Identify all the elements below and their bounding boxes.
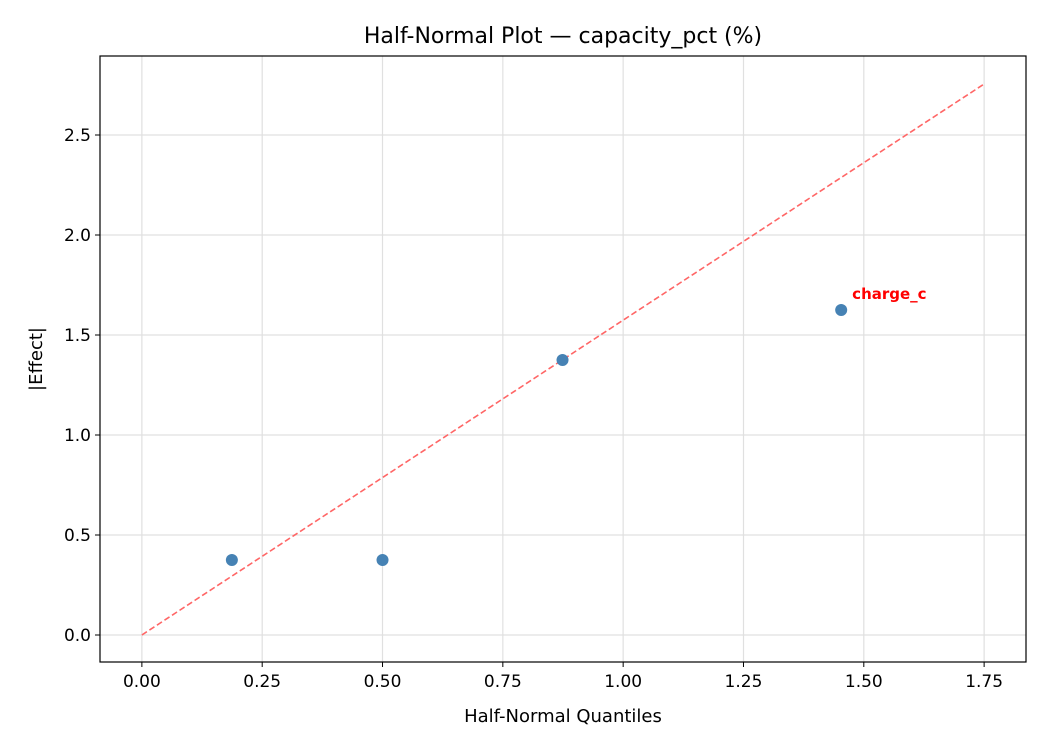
y-tick-label: 1.5 xyxy=(64,326,91,346)
x-tick-label: 1.50 xyxy=(845,672,883,692)
y-tick-label: 2.0 xyxy=(64,226,91,246)
data-point xyxy=(225,554,238,566)
reference-line xyxy=(141,83,985,636)
grid xyxy=(100,56,1026,662)
points-group: charge_c xyxy=(225,285,927,566)
x-tick-label: 0.50 xyxy=(364,672,402,692)
x-tick-label: 1.25 xyxy=(725,672,763,692)
y-tick-label: 0.5 xyxy=(64,526,91,546)
y-tick-label: 2.5 xyxy=(64,126,91,146)
chart-title: Half-Normal Plot — capacity_pct (%) xyxy=(364,24,762,49)
data-point xyxy=(376,554,389,566)
x-tick-label: 0.75 xyxy=(484,672,522,692)
y-tick-label: 1.0 xyxy=(64,426,91,446)
reference-line-group xyxy=(141,83,985,636)
data-point xyxy=(556,354,569,366)
x-axis: 0.00 0.25 0.50 0.75 1.00 1.25 1.50 1.75 xyxy=(123,662,1003,692)
y-axis-label: |Effect| xyxy=(26,327,47,391)
x-axis-label: Half-Normal Quantiles xyxy=(464,706,662,727)
y-axis: 0.0 0.5 1.0 1.5 2.0 2.5 xyxy=(64,126,100,646)
x-tick-label: 1.75 xyxy=(965,672,1003,692)
y-tick-label: 0.0 xyxy=(64,626,91,646)
x-tick-label: 1.00 xyxy=(604,672,642,692)
point-annotation: charge_c xyxy=(852,285,926,303)
plot-area xyxy=(99,55,1027,663)
x-tick-label: 0.25 xyxy=(243,672,281,692)
data-point xyxy=(835,304,848,316)
x-tick-label: 0.00 xyxy=(123,672,161,692)
